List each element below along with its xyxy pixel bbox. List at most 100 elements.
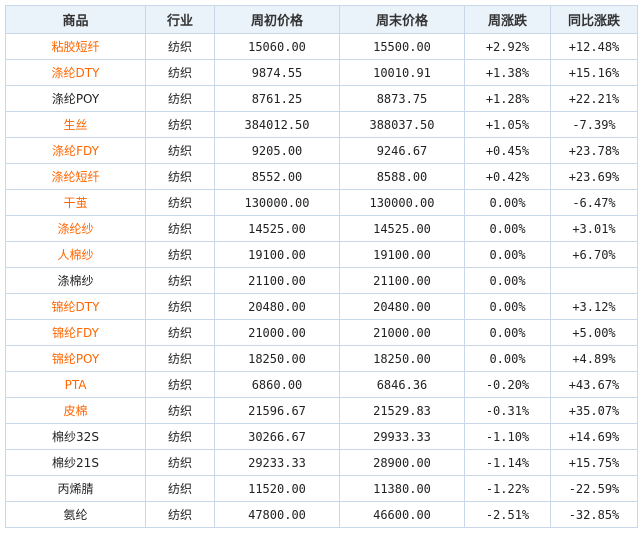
industry-cell: 纺织 — [145, 293, 215, 320]
industry-cell: 纺织 — [145, 397, 215, 424]
table-row: 棉纱32S 纺织 30266.67 29933.33 -1.10% +14.69% — [5, 423, 638, 450]
industry-cell: 纺织 — [145, 137, 215, 164]
week-change-cell: +0.45% — [464, 137, 551, 164]
week-change-cell: +0.42% — [464, 163, 551, 190]
commodity-name-cell: 涤纶POY — [5, 85, 146, 112]
week-change-cell: +1.05% — [464, 111, 551, 138]
table-row: 氨纶 纺织 47800.00 46600.00 -2.51% -32.85% — [5, 501, 638, 528]
week-open-price-cell: 384012.50 — [214, 111, 340, 138]
commodity-price-table: 商品 行业 周初价格 周末价格 周涨跌 同比涨跌 粘胶短纤 纺织 15060.00 1… — [5, 5, 638, 528]
week-change-cell: -2.51% — [464, 501, 551, 528]
commodity-name-cell[interactable]: 生丝 — [5, 111, 146, 138]
yoy-change-cell: +15.16% — [550, 59, 638, 86]
table-header-row: 商品 行业 周初价格 周末价格 周涨跌 同比涨跌 — [5, 5, 638, 34]
header-week-close-price: 周末价格 — [339, 5, 465, 34]
yoy-change-cell: -7.39% — [550, 111, 638, 138]
industry-cell: 纺织 — [145, 85, 215, 112]
week-open-price-cell: 9205.00 — [214, 137, 340, 164]
commodity-name-cell[interactable]: 涤纶短纤 — [5, 163, 146, 190]
header-week-change: 周涨跌 — [464, 5, 551, 34]
commodity-name-cell[interactable]: 锦纶FDY — [5, 319, 146, 346]
industry-cell: 纺织 — [145, 371, 215, 398]
week-close-price-cell: 388037.50 — [339, 111, 465, 138]
industry-cell: 纺织 — [145, 59, 215, 86]
week-close-price-cell: 21000.00 — [339, 319, 465, 346]
yoy-change-cell: -22.59% — [550, 475, 638, 502]
week-change-cell: -1.22% — [464, 475, 551, 502]
week-close-price-cell: 18250.00 — [339, 345, 465, 372]
week-change-cell: 0.00% — [464, 189, 551, 216]
week-close-price-cell: 9246.67 — [339, 137, 465, 164]
table-row: 锦纶FDY 纺织 21000.00 21000.00 0.00% +5.00% — [5, 319, 638, 346]
table-row: 皮棉 纺织 21596.67 21529.83 -0.31% +35.07% — [5, 397, 638, 424]
yoy-change-cell — [550, 267, 638, 294]
commodity-name-cell[interactable]: 锦纶DTY — [5, 293, 146, 320]
table-row: 涤纶短纤 纺织 8552.00 8588.00 +0.42% +23.69% — [5, 163, 638, 190]
week-change-cell: -1.10% — [464, 423, 551, 450]
week-close-price-cell: 29933.33 — [339, 423, 465, 450]
industry-cell: 纺织 — [145, 345, 215, 372]
table-body: 粘胶短纤 纺织 15060.00 15500.00 +2.92% +12.48% 涤纶DTY… — [5, 33, 638, 528]
commodity-name-cell[interactable]: 涤纶DTY — [5, 59, 146, 86]
industry-cell: 纺织 — [145, 267, 215, 294]
commodity-name-cell[interactable]: 锦纶POY — [5, 345, 146, 372]
commodity-name-cell[interactable]: 涤纶FDY — [5, 137, 146, 164]
header-yoy-change: 同比涨跌 — [550, 5, 638, 34]
table-row: 粘胶短纤 纺织 15060.00 15500.00 +2.92% +12.48% — [5, 33, 638, 60]
week-close-price-cell: 8873.75 — [339, 85, 465, 112]
week-close-price-cell: 20480.00 — [339, 293, 465, 320]
commodity-name-cell[interactable]: 干茧 — [5, 189, 146, 216]
yoy-change-cell: +6.70% — [550, 241, 638, 268]
week-close-price-cell: 8588.00 — [339, 163, 465, 190]
week-open-price-cell: 21100.00 — [214, 267, 340, 294]
yoy-change-cell: -32.85% — [550, 501, 638, 528]
yoy-change-cell: +22.21% — [550, 85, 638, 112]
table-row: 涤纶纱 纺织 14525.00 14525.00 0.00% +3.01% — [5, 215, 638, 242]
week-change-cell: +1.28% — [464, 85, 551, 112]
week-open-price-cell: 21596.67 — [214, 397, 340, 424]
industry-cell: 纺织 — [145, 423, 215, 450]
week-close-price-cell: 28900.00 — [339, 449, 465, 476]
commodity-name-cell[interactable]: 涤纶纱 — [5, 215, 146, 242]
industry-cell: 纺织 — [145, 189, 215, 216]
week-change-cell: +1.38% — [464, 59, 551, 86]
industry-cell: 纺织 — [145, 449, 215, 476]
week-close-price-cell: 10010.91 — [339, 59, 465, 86]
yoy-change-cell: +12.48% — [550, 33, 638, 60]
table-row: 涤纶POY 纺织 8761.25 8873.75 +1.28% +22.21% — [5, 85, 638, 112]
commodity-name-cell[interactable]: 皮棉 — [5, 397, 146, 424]
industry-cell: 纺织 — [145, 163, 215, 190]
week-close-price-cell: 130000.00 — [339, 189, 465, 216]
industry-cell: 纺织 — [145, 319, 215, 346]
commodity-name-cell[interactable]: PTA — [5, 371, 146, 398]
industry-cell: 纺织 — [145, 111, 215, 138]
header-week-open-price: 周初价格 — [214, 5, 340, 34]
week-change-cell: 0.00% — [464, 241, 551, 268]
industry-cell: 纺织 — [145, 475, 215, 502]
yoy-change-cell: -6.47% — [550, 189, 638, 216]
table-row: 生丝 纺织 384012.50 388037.50 +1.05% -7.39% — [5, 111, 638, 138]
week-change-cell: 0.00% — [464, 293, 551, 320]
week-close-price-cell: 21529.83 — [339, 397, 465, 424]
week-close-price-cell: 11380.00 — [339, 475, 465, 502]
week-open-price-cell: 47800.00 — [214, 501, 340, 528]
week-open-price-cell: 130000.00 — [214, 189, 340, 216]
yoy-change-cell: +23.69% — [550, 163, 638, 190]
week-change-cell: 0.00% — [464, 267, 551, 294]
week-close-price-cell: 6846.36 — [339, 371, 465, 398]
yoy-change-cell: +14.69% — [550, 423, 638, 450]
table-row: 人棉纱 纺织 19100.00 19100.00 0.00% +6.70% — [5, 241, 638, 268]
table-row: 锦纶DTY 纺织 20480.00 20480.00 0.00% +3.12% — [5, 293, 638, 320]
table-row: 涤棉纱 纺织 21100.00 21100.00 0.00% — [5, 267, 638, 294]
week-close-price-cell: 15500.00 — [339, 33, 465, 60]
week-open-price-cell: 30266.67 — [214, 423, 340, 450]
yoy-change-cell: +5.00% — [550, 319, 638, 346]
week-open-price-cell: 15060.00 — [214, 33, 340, 60]
week-change-cell: -0.20% — [464, 371, 551, 398]
week-change-cell: 0.00% — [464, 345, 551, 372]
commodity-name-cell[interactable]: 人棉纱 — [5, 241, 146, 268]
week-change-cell: -0.31% — [464, 397, 551, 424]
week-close-price-cell: 46600.00 — [339, 501, 465, 528]
commodity-name-cell[interactable]: 粘胶短纤 — [5, 33, 146, 60]
commodity-name-cell: 丙烯腈 — [5, 475, 146, 502]
